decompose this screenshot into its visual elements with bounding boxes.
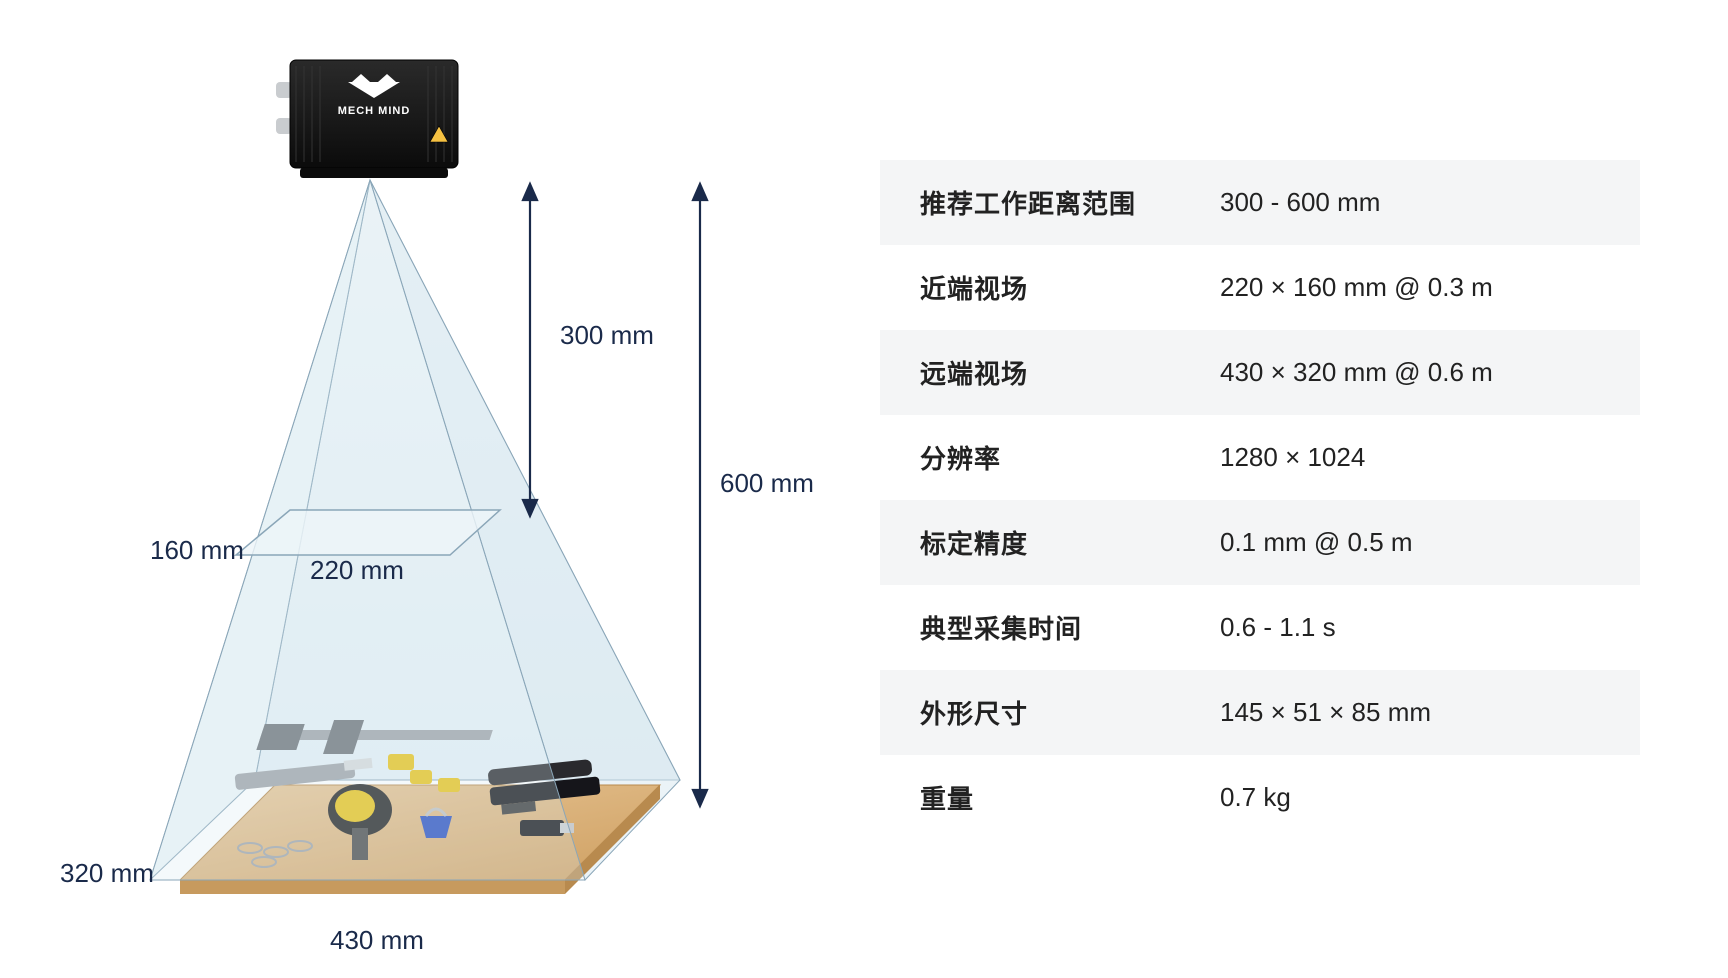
spec-label: 远端视场 bbox=[920, 354, 1220, 391]
spec-row: 近端视场 220 × 160 mm @ 0.3 m bbox=[880, 245, 1640, 330]
spec-row: 远端视场 430 × 320 mm @ 0.6 m bbox=[880, 330, 1640, 415]
fov-diagram: MECH MIND 300 mm 600 mm 220 mm bbox=[0, 0, 860, 978]
spec-table: 推荐工作距离范围 300 - 600 mm 近端视场 220 × 160 mm … bbox=[880, 160, 1640, 840]
spec-value: 1280 × 1024 bbox=[1220, 442, 1600, 473]
dim-arrow-300 bbox=[523, 184, 537, 516]
camera-device: MECH MIND bbox=[276, 60, 458, 178]
spec-value: 145 × 51 × 85 mm bbox=[1220, 697, 1600, 728]
spec-value: 430 × 320 mm @ 0.6 m bbox=[1220, 357, 1600, 388]
spec-label: 近端视场 bbox=[920, 269, 1220, 306]
dim-160: 160 mm bbox=[150, 535, 244, 566]
dim-220: 220 mm bbox=[310, 555, 404, 586]
spec-label: 典型采集时间 bbox=[920, 609, 1220, 646]
spec-label: 推荐工作距离范围 bbox=[920, 184, 1220, 221]
dim-arrow-600 bbox=[693, 184, 707, 806]
spec-value: 300 - 600 mm bbox=[1220, 187, 1600, 218]
dim-300: 300 mm bbox=[560, 320, 654, 351]
dim-320: 320 mm bbox=[60, 858, 154, 889]
spec-row: 重量 0.7 kg bbox=[880, 755, 1640, 840]
spec-label: 重量 bbox=[920, 779, 1220, 816]
spec-label: 外形尺寸 bbox=[920, 694, 1220, 731]
spec-row: 典型采集时间 0.6 - 1.1 s bbox=[880, 585, 1640, 670]
spec-label: 标定精度 bbox=[920, 524, 1220, 561]
spec-row: 分辨率 1280 × 1024 bbox=[880, 415, 1640, 500]
dim-600: 600 mm bbox=[720, 468, 814, 499]
spec-value: 220 × 160 mm @ 0.3 m bbox=[1220, 272, 1600, 303]
svg-text:MECH MIND: MECH MIND bbox=[338, 105, 411, 117]
spec-value: 0.7 kg bbox=[1220, 782, 1600, 813]
spec-value: 0.6 - 1.1 s bbox=[1220, 612, 1600, 643]
spec-row: 推荐工作距离范围 300 - 600 mm bbox=[880, 160, 1640, 245]
dim-430: 430 mm bbox=[330, 925, 424, 956]
spec-row: 标定精度 0.1 mm @ 0.5 m bbox=[880, 500, 1640, 585]
spec-label: 分辨率 bbox=[920, 439, 1220, 476]
spec-value: 0.1 mm @ 0.5 m bbox=[1220, 527, 1600, 558]
spec-row: 外形尺寸 145 × 51 × 85 mm bbox=[880, 670, 1640, 755]
